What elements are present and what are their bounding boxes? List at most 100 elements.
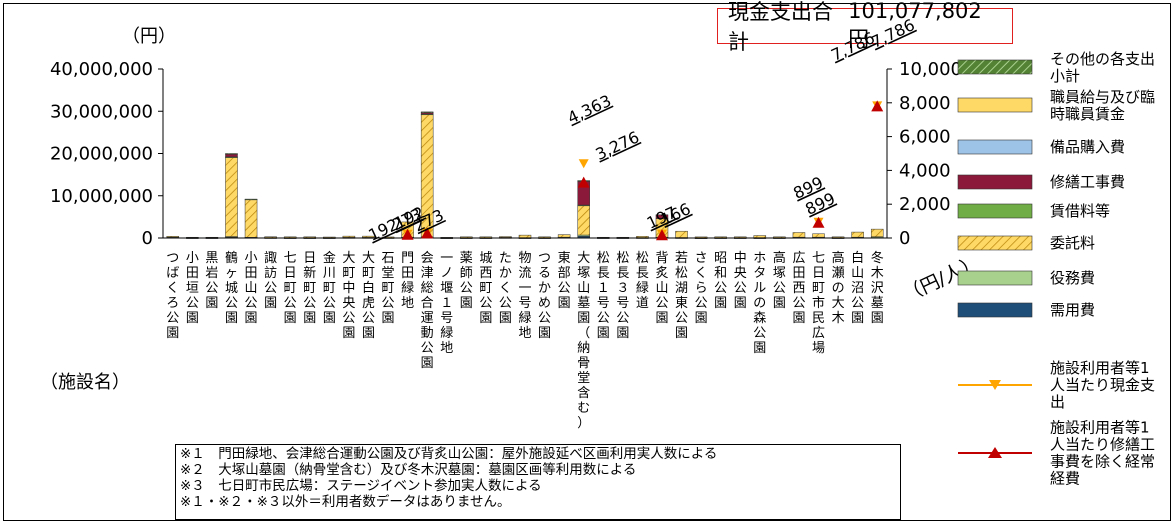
- bar-segment: [812, 233, 825, 238]
- bar-segment: [244, 198, 258, 201]
- legend-label: 役務費: [1050, 269, 1095, 287]
- x-tick-label: 七日町市民広場: [812, 251, 825, 356]
- legend-swatch: [957, 139, 1033, 155]
- x-tick-label: つるかめ公園: [538, 251, 551, 341]
- bar-segment: [577, 205, 590, 236]
- x-tick-label: 大塚山墓園（納骨堂含む）: [577, 251, 590, 431]
- x-tick-label: 白山沼公園: [851, 250, 864, 326]
- x-tick-label: 物流一号緑地: [518, 251, 531, 341]
- bar-segment: [342, 235, 356, 238]
- bar-segment: [264, 236, 277, 238]
- note-line: ※２ 大塚山墓園（納骨堂含む）及び冬木沢墓園：墓園区画等利用数による: [180, 462, 637, 478]
- facility-axis-label: （施設名）: [40, 372, 130, 393]
- recurring-per-user-marker: [812, 216, 825, 228]
- bar-segment: [753, 235, 767, 238]
- x-tick-label: 城西町公園: [479, 251, 492, 326]
- recurring-per-user-marker: [577, 176, 590, 188]
- bar-segment: [499, 236, 512, 238]
- total-label: 現金支出合計: [728, 0, 833, 54]
- legend-label: 職員給与及び臨時職員賃金: [1050, 88, 1155, 123]
- legend-label: 施設利用者等1 人当たり修繕工事費を除く経常経費: [1050, 419, 1155, 488]
- x-tick-label: 松長３号公園: [616, 251, 629, 341]
- legend-label: その他の各支出小計: [1050, 50, 1155, 85]
- recurring-per-user-marker: [871, 100, 884, 112]
- x-tick-label: 小田山公園: [245, 251, 258, 326]
- x-tick-label: 一ノ堰１号緑地: [440, 251, 453, 356]
- bar-segment: [244, 199, 258, 238]
- left-tick-label: 10,000,000: [50, 186, 153, 207]
- recurring-per-user-marker: [401, 228, 414, 240]
- chart-frame: [3, 3, 1171, 521]
- x-tick-label: 薬師公園: [460, 251, 473, 311]
- legend-marker: [988, 447, 1002, 458]
- x-tick-label: 鶴ヶ城公園: [225, 250, 238, 326]
- x-tick-label: 東部公園: [558, 250, 571, 311]
- right-tick-label: 0: [899, 228, 910, 249]
- x-tick-label: 松長緑道: [636, 251, 649, 311]
- bar-segment: [636, 236, 649, 238]
- left-tick-label: 0: [142, 228, 153, 249]
- right-tick-label: 8,000: [899, 93, 951, 114]
- x-tick-label: 高瀬の大木: [832, 250, 845, 326]
- right-tick-label: 2,000: [899, 194, 951, 215]
- bar-segment: [675, 230, 688, 238]
- left-tick-label: 30,000,000: [50, 101, 153, 122]
- legend: その他の各支出小計職員給与及び臨時職員賃金備品購入費修繕工事費賃借料等委託料役務…: [957, 50, 1155, 488]
- legend-swatch: [957, 270, 1033, 286]
- x-tick-label: 冬木沢墓園: [871, 250, 884, 326]
- x-tick-label: たかく公園: [499, 251, 512, 326]
- bar-segment: [518, 234, 532, 238]
- legend-label: 賃借料等: [1050, 202, 1110, 220]
- x-tick-label: 黒岩公園: [205, 251, 218, 311]
- right-tick-label: 4,000: [899, 160, 951, 181]
- x-tick-label: 金川町公園: [323, 250, 336, 326]
- legend-swatch: [957, 174, 1033, 190]
- legend-swatch: [957, 97, 1033, 113]
- legend-swatch: [957, 302, 1033, 318]
- recurring-per-user-marker: [655, 229, 668, 241]
- legend-label: 施設利用者等1 人当たり現金支出: [1050, 359, 1155, 411]
- recurring-per-user-marker: [421, 227, 434, 239]
- left-tick-label: 40,000,000: [50, 59, 153, 80]
- total-value: 101,077,802 円: [848, 0, 982, 51]
- bar-segment: [870, 228, 884, 237]
- x-tick-label: 門田緑地: [401, 251, 414, 311]
- legend-swatch: [957, 203, 1033, 219]
- right-tick-label: 10,000: [899, 59, 962, 80]
- x-tick-label: 七日町公園: [284, 251, 297, 326]
- bar-segment: [225, 153, 238, 155]
- x-tick-label: ホタルの森公園: [753, 251, 766, 356]
- x-tick-label: 大町白虎公園: [362, 251, 375, 341]
- x-tick-label: 高塚公園: [773, 250, 786, 311]
- right-tick-label: 6,000: [899, 127, 951, 148]
- total-expenditure-box: 現金支出合計 101,077,802 円: [717, 0, 1013, 54]
- x-tick-label: 若松湖東公園: [675, 250, 688, 341]
- notes-box: ※１ 門田緑地、会津総合運動公園及び背炙山公園：屋外施設延べ区画利用実人数による…: [175, 444, 901, 520]
- note-line: ※１ 門田緑地、会津総合運動公園及び背炙山公園：屋外施設延べ区画利用実人数による: [180, 446, 718, 462]
- x-tick-label: 大町中央公園: [342, 251, 355, 341]
- recurring-data-label: 166: [658, 199, 694, 229]
- cash-data-label: 4,363: [565, 91, 615, 128]
- bar-segment: [557, 234, 571, 238]
- legend-label: 備品購入費: [1050, 138, 1125, 156]
- x-tick-labels: つばくろ公園小田垣公園黒岩公園鶴ヶ城公園小田山公園諏訪公園七日町公園日新町公園金…: [166, 250, 883, 431]
- x-tick-label: 小田垣公園: [186, 251, 199, 326]
- bar-segment: [420, 111, 434, 113]
- legend-label: 需用費: [1050, 301, 1095, 319]
- x-tick-label: 諏訪公園: [264, 250, 277, 311]
- cash-per-user-marker: [578, 159, 589, 169]
- x-tick-label: 広田西公園: [792, 251, 805, 326]
- bar-segment: [166, 236, 180, 238]
- axes: 0 10,000,000 20,000,000 30,000,000 40,000,00…: [50, 59, 962, 249]
- bars: [166, 111, 884, 239]
- x-tick-label: 中央公園: [734, 251, 747, 311]
- x-tick-label: 日新町公園: [303, 251, 316, 326]
- bar-segment: [792, 232, 806, 238]
- left-tick-label: 20,000,000: [50, 144, 153, 165]
- legend-label: 委託料: [1050, 234, 1095, 252]
- left-axis-unit: （円）: [122, 26, 176, 47]
- bar-segment: [225, 156, 238, 237]
- x-tick-label: つばくろ公園: [166, 251, 179, 341]
